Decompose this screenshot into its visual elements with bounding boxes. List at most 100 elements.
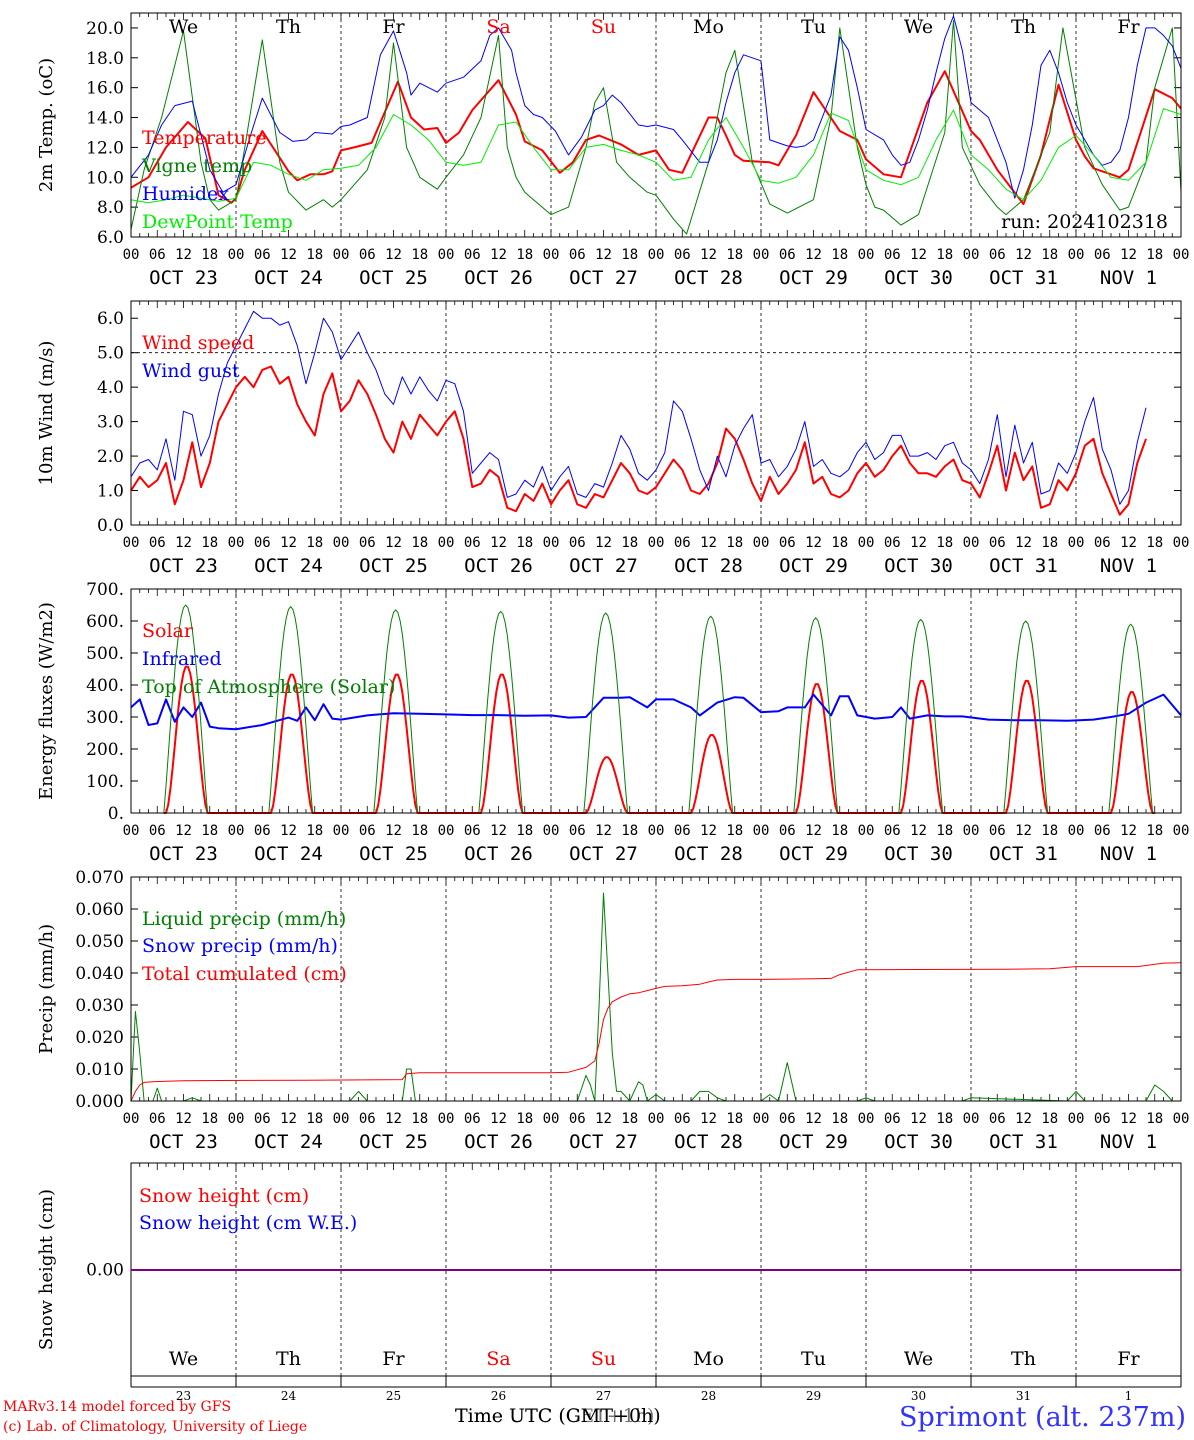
plot-area (130, 15, 1182, 235)
day-name: Th (276, 16, 301, 38)
date-label: OCT 31 (989, 267, 1058, 289)
x-tick-label: 00 (1068, 247, 1085, 263)
x-tick-label: 12 (805, 823, 822, 839)
x-tick-label: 12 (700, 823, 717, 839)
x-tick-label: 06 (1094, 823, 1111, 839)
date-label: OCT 26 (464, 1131, 533, 1153)
x-tick-label: 12 (1120, 823, 1137, 839)
plot-area (130, 310, 1147, 516)
x-tick-label: 12 (910, 535, 927, 551)
x-tick-label: 06 (674, 1111, 691, 1127)
legend-entry: Humidex (142, 183, 229, 205)
y-tick-label: 20.0 (86, 19, 124, 39)
x-tick-label: 18 (1041, 1111, 1058, 1127)
y-tick-label: 8.0 (97, 198, 124, 218)
legend-entry: Infrared (142, 648, 222, 670)
x-tick-label: 18 (1146, 535, 1163, 551)
legend-entry: Vigne temp (141, 155, 252, 177)
x-tick-label: 06 (254, 247, 271, 263)
x-tick-label: 18 (831, 535, 848, 551)
series-line (130, 108, 1182, 204)
x-tick-label: 06 (1094, 1111, 1111, 1127)
x-tick-label: 12 (490, 247, 507, 263)
bottom-day-number: 25 (386, 1389, 401, 1403)
x-tick-label: 00 (1173, 823, 1190, 839)
x-tick-label: 00 (438, 823, 455, 839)
y-tick-label: 0.060 (75, 900, 124, 920)
x-tick-label: 00 (123, 1111, 140, 1127)
x-tick-label: 12 (280, 535, 297, 551)
date-label: OCT 28 (674, 1131, 743, 1153)
x-tick-label: 18 (936, 823, 953, 839)
day-name: Fr (1117, 16, 1140, 38)
date-label: OCT 28 (674, 267, 743, 289)
x-tick-label: 18 (726, 247, 743, 263)
x-tick-label: 12 (280, 247, 297, 263)
x-tick-label: 00 (333, 247, 350, 263)
series-line (130, 962, 1182, 1102)
y-tick-label: 6.0 (97, 228, 124, 248)
x-tick-label: 18 (306, 1111, 323, 1127)
x-tick-label: 06 (464, 1111, 481, 1127)
x-tick-label: 12 (595, 823, 612, 839)
x-tick-label: 00 (543, 535, 560, 551)
x-tick-label: 18 (411, 247, 428, 263)
x-tick-label: 18 (516, 535, 533, 551)
y-tick-label: 0.040 (75, 964, 124, 984)
date-label: OCT 26 (464, 267, 533, 289)
x-tick-label: 00 (1173, 247, 1190, 263)
x-tick-label: 00 (1173, 535, 1190, 551)
bottom-day-name: Su (591, 1348, 616, 1370)
series-line (130, 693, 1182, 731)
x-tick-label: 12 (910, 1111, 927, 1127)
x-tick-label: 12 (175, 1111, 192, 1127)
x-tick-label: 00 (648, 1111, 665, 1127)
y-tick-label: 14.0 (86, 109, 124, 129)
legend-entry: Total cumulated (cm) (142, 963, 347, 985)
bottom-day-name: We (169, 1348, 198, 1370)
x-tick-label: 18 (411, 535, 428, 551)
x-tick-label: 00 (963, 535, 980, 551)
y-tick-label: 18.0 (86, 49, 124, 69)
footer-copyright: (c) Lab. of Climatology, University of L… (3, 1419, 308, 1435)
date-label: OCT 23 (149, 1131, 218, 1153)
x-tick-label: 18 (411, 1111, 428, 1127)
panel-2: 0.0 1.0 2.0 3.0 4.0 5.0 6.0 10m Wind (m/s) Wind … (36, 300, 1190, 577)
bottom-day-number: 28 (701, 1389, 716, 1403)
x-tick-label: 12 (700, 535, 717, 551)
x-tick-label: 12 (910, 823, 927, 839)
x-tick-label: 06 (674, 535, 691, 551)
x-tick-label: 00 (963, 823, 980, 839)
x-tick-label: 00 (753, 823, 770, 839)
x-tick-label: 06 (254, 535, 271, 551)
x-tick-label: 12 (595, 535, 612, 551)
x-tick-label: 12 (910, 247, 927, 263)
x-tick-label: 18 (516, 1111, 533, 1127)
x-tick-label: 18 (1041, 823, 1058, 839)
y-tick-label: 0.070 (75, 868, 124, 888)
x-tick-label: 12 (280, 1111, 297, 1127)
x-tick-label: 18 (831, 1111, 848, 1127)
y-tick-label: 0.050 (75, 932, 124, 952)
x-tick-label: 06 (779, 823, 796, 839)
bottom-day-number: 24 (281, 1389, 297, 1403)
x-tick-label: 18 (411, 823, 428, 839)
x-tick-label: 00 (228, 823, 245, 839)
x-tick-label: 00 (543, 823, 560, 839)
legend-entry: Wind speed (142, 332, 254, 354)
y-tick-label: 400. (86, 676, 124, 696)
bottom-day-name: Sa (486, 1348, 510, 1370)
y-tick-label: 1.0 (97, 482, 124, 502)
y-tick-label: 6.0 (97, 309, 124, 329)
series-line (130, 20, 1182, 235)
date-label: OCT 24 (254, 267, 323, 289)
x-tick-label: 00 (438, 1111, 455, 1127)
legend-entry: DewPoint Temp (142, 211, 293, 233)
x-tick-label: 18 (306, 823, 323, 839)
x-tick-label: 06 (254, 1111, 271, 1127)
y-tick-label: 0.00 (86, 1261, 124, 1281)
y-axis-label: Snow height (cm) (36, 1189, 57, 1350)
y-tick-label: 10.0 (86, 168, 124, 188)
plot-frame (130, 12, 1182, 238)
x-tick-label: 00 (333, 823, 350, 839)
